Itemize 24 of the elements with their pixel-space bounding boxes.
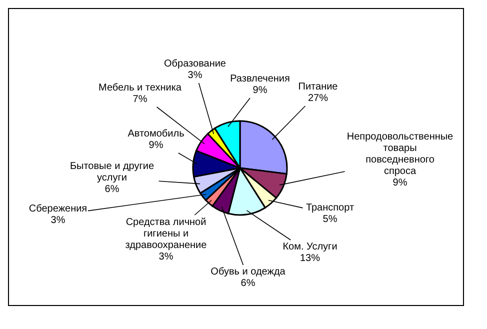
data-label: 7% <box>132 94 148 105</box>
slice-label: Мебель и техника <box>98 82 182 94</box>
slice-label: Транспорт <box>306 202 354 214</box>
slice-label: Питание <box>298 82 338 92</box>
data-label: 3% <box>50 215 66 226</box>
data-label: 6% <box>240 278 256 289</box>
slice-label: Развлечения <box>230 74 290 84</box>
data-label: 9% <box>252 85 268 96</box>
slice-label: Непродовольственные товары повседневного спроса <box>346 131 454 177</box>
slice-label: Автомобиль <box>128 128 184 140</box>
slice-label: Средства личной гигиены и здравоохранение <box>125 217 208 251</box>
slice-label: Обувь и одежда <box>210 266 286 278</box>
data-label: 3% <box>158 252 174 262</box>
data-label: 9% <box>148 140 164 151</box>
slice-label: Образование <box>164 58 226 70</box>
data-label: 5% <box>322 214 338 225</box>
data-label: 3% <box>188 70 202 81</box>
slice-label: Бытовые и другие услуги <box>70 160 154 184</box>
data-label: 13% <box>300 253 320 264</box>
data-label: 27% <box>308 93 328 104</box>
slice-label: Ком. Услуги <box>282 242 338 252</box>
slice-label: Сбережения <box>28 204 88 214</box>
data-label: 9% <box>392 177 408 188</box>
data-label: 6% <box>104 184 120 195</box>
